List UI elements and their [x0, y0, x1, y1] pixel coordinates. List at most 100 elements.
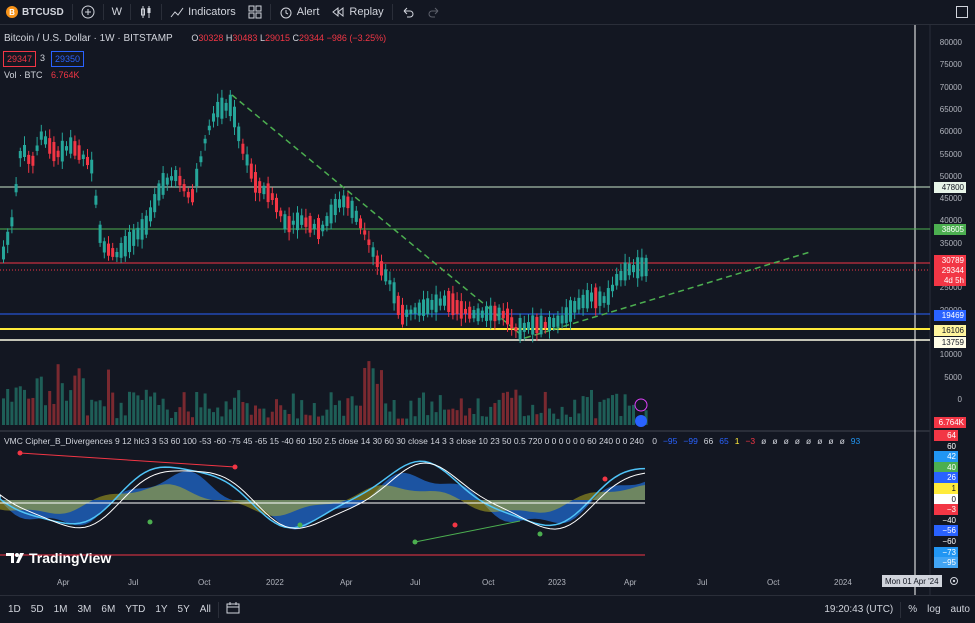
- candle-body: [65, 146, 68, 151]
- chart-type-button[interactable]: [133, 0, 159, 24]
- candle-body: [14, 184, 18, 193]
- volume-bar: [174, 412, 178, 425]
- candle-body: [283, 214, 287, 230]
- volume-bar: [262, 408, 266, 425]
- candle-body: [312, 223, 316, 229]
- indicator-value: −3: [745, 436, 756, 446]
- bullish-divergence-line: [414, 520, 521, 543]
- candle-body: [430, 299, 434, 310]
- volume-bar: [6, 388, 10, 425]
- money-flow-area: [0, 484, 645, 517]
- candle-body: [611, 284, 614, 292]
- plus-circle-icon: [81, 5, 95, 19]
- volume-bar: [476, 398, 480, 425]
- auto-toggle[interactable]: auto: [950, 604, 970, 615]
- candle-body: [195, 168, 199, 187]
- candle-body: [455, 300, 459, 315]
- volume-bar: [510, 397, 514, 425]
- volume-bar: [405, 418, 409, 425]
- range-button-1d[interactable]: 1D: [8, 604, 21, 615]
- candle-body: [602, 296, 606, 303]
- replay-button[interactable]: Replay: [325, 0, 389, 24]
- signal-dot: [602, 476, 608, 482]
- price-axis-label: 35000: [939, 238, 962, 248]
- price-axis-label: 25000: [939, 283, 962, 293]
- bid-button[interactable]: 29347: [3, 51, 37, 67]
- alert-button[interactable]: Alert: [273, 0, 326, 24]
- fullscreen-button[interactable]: [949, 0, 975, 24]
- compare-button[interactable]: [75, 0, 101, 24]
- chart-area[interactable]: Bitcoin / U.S. Dollar · 1W · BITSTAMP O3…: [0, 25, 975, 595]
- candle-body: [35, 145, 39, 151]
- candle-body: [56, 150, 60, 158]
- price-chart-svg[interactable]: [0, 25, 975, 595]
- ask-button[interactable]: 29350: [51, 51, 85, 67]
- candle-body: [573, 301, 577, 313]
- volume-bar: [367, 361, 371, 425]
- indicator-value: 1: [734, 436, 740, 446]
- redo-button[interactable]: [421, 0, 447, 24]
- range-button-5d[interactable]: 5D: [30, 604, 44, 615]
- candle-body: [480, 310, 484, 318]
- volume-bar: [107, 369, 110, 425]
- change-value: −986 (−3.25%): [326, 33, 387, 43]
- candle-body: [304, 217, 308, 227]
- candle-body: [262, 185, 266, 195]
- volume-bar: [300, 400, 304, 425]
- candle-body: [375, 255, 379, 268]
- price-axis-label: 0: [957, 394, 962, 404]
- indicator-axis-tag: −40: [934, 514, 958, 526]
- indicator-axis-tag: −3: [934, 504, 958, 516]
- candle-body: [279, 210, 283, 217]
- volume-bar: [413, 416, 417, 425]
- candle-body: [77, 145, 81, 160]
- candle-body: [321, 224, 325, 232]
- interval-button[interactable]: W: [111, 6, 123, 18]
- percent-toggle[interactable]: %: [908, 604, 918, 615]
- settings-button[interactable]: [948, 575, 960, 590]
- volume-bar: [304, 414, 308, 425]
- undo-button[interactable]: [395, 0, 421, 24]
- range-button-6m[interactable]: 6M: [101, 604, 116, 615]
- event-icon-split: [634, 398, 648, 412]
- volume-bar: [98, 400, 102, 425]
- candle-body: [367, 239, 371, 246]
- candle-body: [27, 154, 31, 164]
- candle-body: [518, 317, 522, 340]
- candle-body: [241, 143, 245, 154]
- volume-bar: [480, 416, 484, 425]
- volume-bar: [31, 397, 35, 425]
- volume-legend: Vol · BTC 6.764K: [4, 70, 80, 80]
- indicator-axis-tag: −95: [934, 557, 958, 569]
- volume-bar: [354, 405, 358, 425]
- volume-bar: [632, 404, 635, 425]
- candle-body: [132, 229, 136, 246]
- volume-bar: [132, 392, 136, 425]
- volume-bar: [56, 364, 60, 425]
- layouts-button[interactable]: [242, 0, 268, 24]
- signal-dot: [537, 531, 543, 537]
- range-button-5y[interactable]: 5Y: [177, 604, 190, 615]
- range-button-ytd[interactable]: YTD: [125, 604, 146, 615]
- goto-date-button[interactable]: [221, 602, 245, 617]
- candle-body: [451, 293, 455, 316]
- candle-body: [338, 199, 341, 208]
- log-toggle[interactable]: log: [927, 604, 941, 615]
- volume-bar: [627, 405, 631, 425]
- crosshair-date-label: Mon 01 Apr '24: [882, 575, 942, 587]
- clock-timezone[interactable]: 19:20:43 (UTC): [824, 604, 894, 615]
- volume-bar: [611, 395, 614, 425]
- range-button-all[interactable]: All: [199, 604, 211, 615]
- candle-body: [10, 217, 14, 227]
- range-button-1y[interactable]: 1Y: [155, 604, 168, 615]
- candle-body: [619, 270, 623, 281]
- volume-bar: [270, 411, 274, 425]
- range-button-1m[interactable]: 1M: [53, 604, 68, 615]
- signal-dot: [452, 522, 458, 528]
- volume-bar: [338, 400, 341, 425]
- volume-bar: [321, 415, 325, 425]
- candle-body: [501, 310, 505, 319]
- indicators-button[interactable]: Indicators: [164, 0, 242, 24]
- range-button-3m[interactable]: 3M: [77, 604, 92, 615]
- symbol-search[interactable]: B BTCUSD: [0, 0, 70, 24]
